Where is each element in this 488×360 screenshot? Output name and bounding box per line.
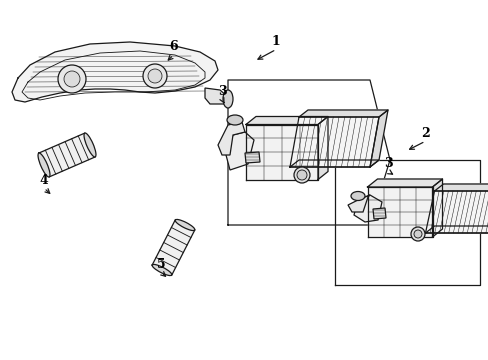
Ellipse shape (350, 192, 364, 201)
Ellipse shape (175, 220, 195, 230)
Ellipse shape (223, 90, 232, 108)
Polygon shape (317, 117, 327, 180)
Circle shape (410, 227, 424, 241)
Polygon shape (367, 187, 431, 237)
Polygon shape (12, 42, 218, 102)
Polygon shape (347, 195, 369, 212)
Polygon shape (204, 88, 227, 104)
Polygon shape (245, 117, 327, 125)
Polygon shape (298, 110, 387, 117)
Polygon shape (425, 226, 488, 233)
Polygon shape (39, 133, 95, 177)
Polygon shape (431, 179, 442, 237)
Ellipse shape (38, 153, 50, 177)
Circle shape (142, 64, 167, 88)
Text: 1: 1 (271, 35, 280, 48)
Polygon shape (289, 117, 378, 167)
Polygon shape (244, 152, 260, 163)
Polygon shape (245, 125, 317, 180)
Text: 3: 3 (384, 157, 392, 170)
Ellipse shape (84, 133, 96, 157)
Polygon shape (353, 195, 381, 222)
Ellipse shape (226, 115, 243, 125)
Circle shape (293, 167, 309, 183)
Polygon shape (289, 160, 378, 167)
Text: 3: 3 (218, 85, 226, 98)
Text: 2: 2 (420, 127, 429, 140)
Circle shape (148, 69, 162, 83)
Text: 4: 4 (40, 174, 48, 186)
Polygon shape (152, 220, 194, 275)
Circle shape (296, 170, 306, 180)
Polygon shape (434, 184, 488, 191)
Ellipse shape (152, 265, 171, 275)
Text: 5: 5 (157, 258, 165, 271)
Polygon shape (369, 110, 387, 167)
Circle shape (64, 71, 80, 87)
Polygon shape (367, 179, 442, 187)
Polygon shape (372, 208, 385, 219)
Polygon shape (225, 132, 253, 170)
Polygon shape (425, 191, 488, 233)
Circle shape (413, 230, 421, 238)
Text: 6: 6 (169, 40, 178, 53)
Polygon shape (218, 122, 244, 155)
Circle shape (58, 65, 86, 93)
